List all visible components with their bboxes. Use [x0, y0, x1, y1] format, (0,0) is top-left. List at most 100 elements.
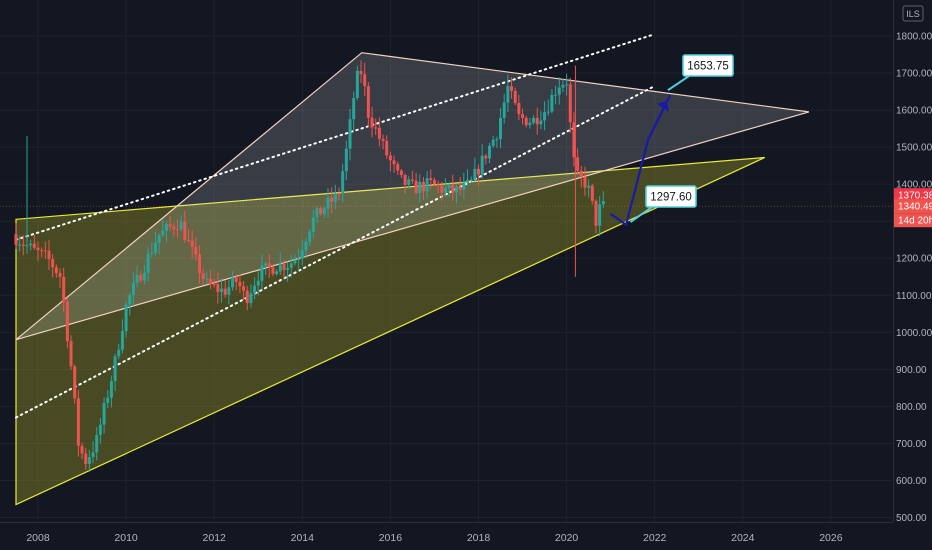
- candle-body: [242, 286, 246, 291]
- candle-body: [32, 243, 36, 248]
- candle-body: [499, 117, 503, 140]
- candle-body: [124, 304, 128, 332]
- candle-body: [502, 102, 506, 118]
- candle-body: [175, 229, 179, 231]
- candle-body: [565, 84, 569, 86]
- candle-body: [201, 273, 205, 280]
- candle-body: [135, 275, 139, 284]
- candle-body: [440, 185, 444, 193]
- candle-body: [131, 283, 135, 296]
- candle-body: [513, 90, 517, 104]
- candle-body: [69, 341, 73, 367]
- price-tick-label: 1100.00: [896, 291, 932, 302]
- candle-body: [333, 193, 337, 202]
- candle-body: [308, 231, 312, 242]
- candle-body: [521, 114, 525, 118]
- time-tick-label: 2026: [819, 532, 843, 544]
- time-tick-label: 2010: [114, 532, 138, 544]
- candle-body: [21, 244, 25, 246]
- dotted-channel-line-1[interactable]: [14, 33, 656, 241]
- time-tick-label: 2018: [467, 532, 491, 544]
- candle-body: [528, 122, 532, 126]
- candle-body: [385, 140, 389, 156]
- candle-body: [223, 288, 227, 295]
- candle-body: [587, 185, 591, 188]
- candle-body: [109, 381, 113, 398]
- support-wedge[interactable]: [15, 156, 766, 506]
- candle-body: [297, 258, 301, 260]
- callout-target[interactable]: 1653.75: [682, 54, 734, 77]
- candle-body: [139, 275, 143, 281]
- candle-body: [80, 445, 84, 454]
- candle-body: [142, 273, 146, 281]
- candle-body: [289, 263, 293, 268]
- candle-body: [47, 250, 51, 260]
- callout-target-box: [682, 54, 734, 77]
- candle-body: [106, 397, 110, 403]
- dotted-channel-line-2[interactable]: [14, 85, 656, 419]
- candle-body: [491, 139, 495, 146]
- candle-body: [396, 164, 400, 171]
- candle-body: [150, 253, 154, 255]
- candle-body: [543, 112, 547, 121]
- candle-body: [36, 247, 40, 251]
- candle-body: [198, 254, 202, 274]
- candle-body: [264, 263, 268, 266]
- annotation-layer[interactable]: 1653.75 1297.60: [609, 54, 734, 226]
- candle-body: [205, 278, 209, 280]
- candle-body: [330, 197, 334, 202]
- candle-body: [568, 84, 572, 123]
- candle-body: [590, 185, 594, 201]
- candle-body: [407, 179, 411, 185]
- candle-body: [344, 148, 348, 172]
- candle-body: [414, 180, 418, 193]
- candle-body: [410, 179, 414, 181]
- time-tick-label: 2024: [731, 532, 755, 544]
- candle-body: [495, 139, 499, 141]
- currency-box[interactable]: [902, 5, 924, 22]
- candle-body: [164, 224, 168, 231]
- last-price-tag: 1370.38: [898, 191, 932, 202]
- candle-body: [535, 117, 539, 125]
- current-price-tag-bg: [894, 199, 932, 214]
- drawing-layer[interactable]: [14, 33, 810, 506]
- triangle-pattern[interactable]: [15, 52, 810, 341]
- candle-body: [220, 288, 224, 292]
- price-tick-label: 1700.00: [896, 69, 932, 80]
- candle-body: [84, 453, 88, 464]
- time-axis[interactable]: 2008 2010 2012 2014 2016 2018 2020 2022 2024 2026: [0, 522, 893, 550]
- candle-body: [18, 244, 22, 246]
- candle-body: [73, 366, 77, 399]
- candle-body: [275, 271, 279, 275]
- candle-body: [447, 184, 451, 189]
- candle-body: [443, 188, 447, 193]
- price-tick-label: 600.00: [896, 476, 927, 487]
- candle-body: [304, 241, 308, 251]
- candle-body: [561, 84, 565, 88]
- candle-body: [113, 356, 117, 382]
- time-tick-label: 2016: [379, 532, 403, 544]
- time-tick-label: 2008: [26, 532, 50, 544]
- candle-body: [91, 452, 95, 458]
- candle-body: [54, 267, 58, 274]
- candle-body: [187, 239, 191, 241]
- callout-support[interactable]: 1297.60: [645, 185, 697, 208]
- candle-body: [293, 259, 297, 264]
- candle-body: [348, 119, 352, 149]
- candle-body: [557, 87, 561, 95]
- candle-body: [238, 281, 242, 287]
- candle-body: [510, 86, 514, 91]
- price-axis[interactable]: ILS1800.001700.001600.001500.001400.0013…: [893, 0, 932, 550]
- candle-body: [381, 138, 385, 141]
- candle-body: [326, 197, 330, 209]
- candle-body: [572, 122, 576, 158]
- candle-body: [579, 170, 583, 178]
- time-tick-label: 2012: [203, 532, 227, 544]
- candle-body: [253, 285, 257, 294]
- candle-body: [87, 457, 91, 464]
- price-tick-label: 800.00: [896, 402, 927, 413]
- price-tick-label: 1200.00: [896, 254, 932, 265]
- candle-body: [451, 184, 455, 193]
- price-tick-label: 500.00: [896, 513, 927, 524]
